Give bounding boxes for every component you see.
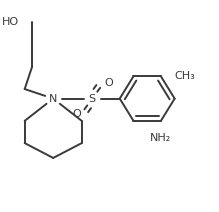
Text: O: O (72, 109, 81, 120)
Text: HO: HO (2, 17, 19, 27)
Text: O: O (104, 78, 113, 88)
Text: NH₂: NH₂ (150, 133, 171, 143)
Text: CH₃: CH₃ (175, 71, 195, 81)
Text: S: S (89, 93, 96, 104)
Text: N: N (49, 93, 57, 104)
